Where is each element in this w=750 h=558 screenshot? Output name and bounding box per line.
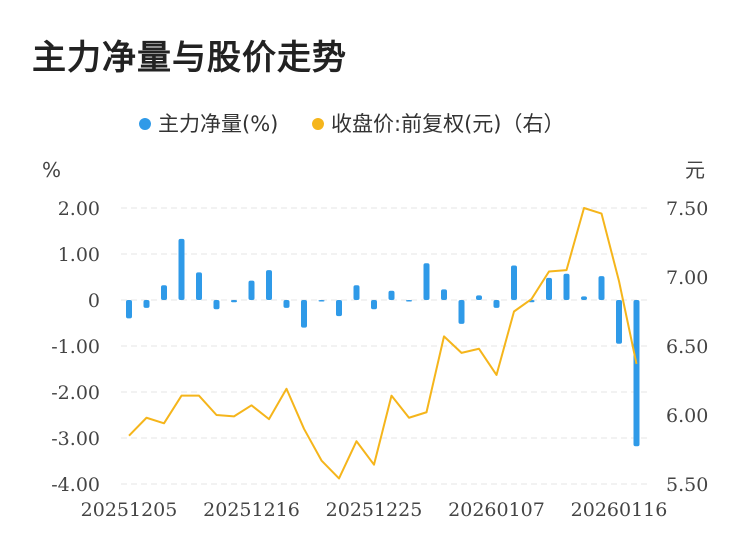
bar [441, 289, 447, 300]
legend-line-label: 收盘价:前复权(元)（右） [331, 112, 564, 136]
bar [458, 300, 465, 324]
x-tick-label: 20260116 [571, 499, 668, 521]
bar [563, 273, 570, 300]
left-tick-label: 1.00 [58, 244, 100, 266]
bar [423, 263, 430, 300]
bar [143, 300, 150, 308]
x-tick-label: 20251216 [203, 499, 300, 521]
bar [213, 300, 220, 310]
bar [231, 300, 237, 303]
bar [301, 300, 307, 328]
bar [581, 296, 587, 300]
right-axis: 7.50 7.00 6.50 6.00 5.50 [666, 198, 708, 496]
price-line [128, 207, 638, 480]
bar [616, 300, 622, 344]
left-tick-label: 2.00 [58, 198, 100, 220]
bar [248, 280, 255, 300]
bar [126, 300, 132, 319]
bar [598, 276, 605, 300]
legend-bar-label: 主力净量(%) [158, 112, 278, 136]
left-tick-label: -1.00 [51, 336, 100, 358]
bar [371, 300, 377, 310]
bar [161, 285, 167, 300]
left-tick-label: -3.00 [51, 428, 100, 450]
right-tick-label: 7.00 [666, 267, 708, 289]
bar-series [126, 238, 640, 447]
legend-line-marker [312, 118, 324, 130]
right-tick-label: 6.00 [666, 405, 708, 427]
x-tick-label: 20251225 [326, 499, 423, 521]
bar [476, 295, 482, 300]
left-tick-label: -4.00 [51, 474, 100, 496]
bar [511, 265, 517, 300]
right-tick-label: 5.50 [666, 474, 708, 496]
chart-title: 主力净量与股价走势 [32, 38, 347, 78]
right-tick-label: 7.50 [666, 198, 708, 220]
right-tick-label: 6.50 [666, 336, 708, 358]
legend-bar-marker [139, 118, 151, 130]
right-axis-unit: 元 [685, 158, 705, 182]
x-tick-label: 20251205 [81, 499, 178, 521]
line-series [128, 207, 638, 480]
left-tick-label: -2.00 [51, 382, 100, 404]
left-tick-label: 0 [88, 290, 100, 312]
bar [388, 290, 395, 300]
grid [121, 207, 648, 485]
legend: 主力净量(%) 收盘价:前复权(元)（右） [139, 112, 564, 136]
x-axis: 20251205 20251216 20251225 20260107 20260116 [81, 499, 668, 521]
bar [406, 300, 412, 302]
bar [546, 277, 552, 300]
bar [196, 272, 202, 300]
left-axis-unit: % [42, 158, 61, 182]
bar [178, 238, 185, 300]
bar [266, 270, 272, 300]
x-tick-label: 20260107 [448, 499, 545, 521]
bar [336, 300, 342, 317]
bar [493, 300, 500, 308]
bar [283, 300, 290, 308]
bar [353, 285, 360, 300]
bar [318, 300, 325, 302]
left-axis: 2.00 1.00 0 -1.00 -2.00 -3.00 -4.00 [51, 198, 100, 496]
bar [633, 300, 640, 447]
